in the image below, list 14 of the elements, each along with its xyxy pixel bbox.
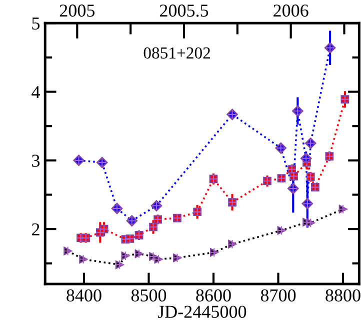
x-axis-title: JD-2445000: [158, 306, 246, 318]
y-tick-label: 2: [32, 223, 40, 236]
y-tick-label: 4: [32, 86, 40, 98]
x-tick-label: 8600: [196, 289, 231, 302]
x-tick-label: 8800: [326, 289, 360, 302]
x2-tick-label: 2006: [274, 4, 308, 17]
x-tick-label: 8500: [131, 289, 166, 302]
x-tick-label: 8400: [66, 289, 102, 302]
y-tick-label: 5: [32, 18, 40, 30]
annotation: 0851+202: [144, 47, 210, 59]
x2-tick-label: 2005.5: [160, 4, 208, 17]
x-tick-label: 8700: [260, 289, 296, 302]
x2-tick-label: 2005: [60, 4, 95, 17]
y-tick-label: 3: [32, 154, 40, 167]
